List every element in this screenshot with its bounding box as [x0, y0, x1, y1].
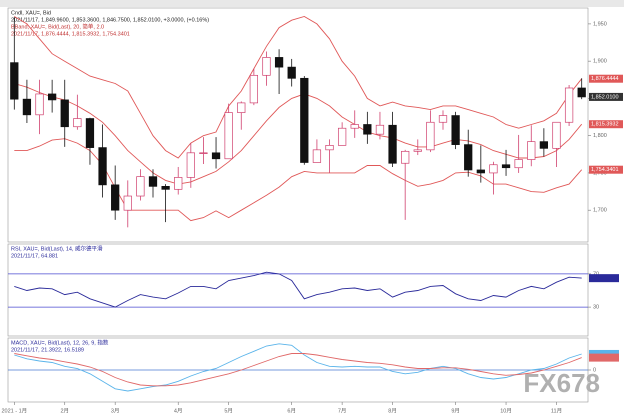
y-tick-label: 0: [593, 367, 596, 373]
series-line: [14, 83, 583, 185]
candle-body: [98, 147, 107, 186]
candle-body: [60, 99, 69, 128]
candle-body: [249, 74, 259, 104]
value-box: [589, 165, 623, 174]
candle-body: [413, 149, 422, 152]
candle-body: [10, 62, 19, 100]
series-line: [14, 138, 583, 222]
x-tick-label: 2月: [60, 407, 69, 414]
series-line: [14, 343, 582, 392]
candle-body: [186, 152, 195, 178]
candle-body: [73, 118, 82, 128]
candle-body: [136, 176, 145, 197]
value-box: [589, 74, 623, 83]
value-box: [589, 353, 619, 362]
panel-frame: [7, 7, 589, 243]
x-tick-label: 11月: [551, 407, 562, 414]
candle-body: [489, 164, 498, 174]
candle-body: [111, 184, 120, 211]
x-tick-label: 2021 - 1月: [1, 407, 27, 414]
candle-body: [350, 124, 359, 129]
candle-body: [85, 118, 95, 148]
candle-body: [401, 150, 410, 164]
series-line: [14, 16, 583, 159]
candle-body: [464, 144, 473, 171]
candle-body: [312, 149, 322, 163]
candle-body: [527, 141, 536, 160]
value-box-label: 1,754.3401: [591, 167, 619, 173]
candle-body: [211, 152, 221, 160]
candle-body: [388, 124, 397, 164]
series-line: [14, 271, 582, 308]
candle-body: [501, 164, 511, 169]
candle-body: [451, 115, 460, 145]
candle-body: [325, 145, 334, 151]
panel-frame: [7, 243, 589, 337]
value-box: [589, 120, 623, 129]
y-tick-label: 1,900: [593, 59, 607, 65]
value-box: [589, 274, 619, 283]
candle-body: [274, 57, 284, 68]
panel-header: RSI, XAU=, Bid(Last), 14, 威尔德平滑: [11, 244, 103, 252]
candle-body: [237, 102, 246, 113]
value-box-label: 1,852.0100: [591, 94, 619, 100]
y-tick-label: 1,950: [593, 21, 607, 27]
candle-body: [174, 177, 183, 190]
x-tick-label: 10月: [500, 407, 512, 414]
panel-header: Cndl, XAU=, Bid: [11, 10, 51, 16]
panel-header: MACD, XAU=, Bid(Last), 12, 26, 9, 指数: [11, 338, 109, 346]
candle-body: [199, 152, 208, 154]
candle-body: [161, 185, 170, 190]
candle-body: [476, 169, 485, 174]
x-tick-label: 6月: [287, 407, 296, 414]
candle-body: [123, 195, 132, 211]
candle-body: [287, 66, 296, 79]
candle-body: [363, 124, 372, 135]
x-tick-label: 4月: [174, 407, 183, 414]
candle-body: [22, 98, 32, 116]
candle-body: [47, 93, 57, 101]
panel-header: 2021/11/17, 1,849.9600, 1,853.3600, 1,84…: [11, 17, 209, 23]
candle-body: [262, 57, 271, 76]
x-tick-label: 5月: [224, 407, 233, 414]
candle-body: [375, 124, 385, 135]
value-box: [589, 92, 623, 101]
candle-body: [438, 115, 448, 123]
panel-header: BBand, XAU=, Bid(Last), 20, 简单, 2.0: [11, 22, 104, 30]
panel-header: 2021/11/17, 1,876.4444, 1,815.3932, 1,75…: [11, 31, 130, 37]
candle-body: [426, 121, 435, 151]
y-tick-label: 1,800: [593, 133, 607, 139]
x-tick-label: 8月: [388, 407, 397, 414]
candle-body: [552, 121, 561, 149]
watermark: FX678: [523, 368, 600, 398]
panel-header: 2021/11/17, 64.881: [11, 253, 58, 259]
candle-body: [35, 93, 44, 116]
candle-body: [539, 141, 549, 149]
series-line: [14, 353, 582, 387]
candle-body: [577, 87, 586, 98]
top-bar: [0, 0, 624, 7]
candle-body: [564, 87, 574, 123]
panel-header: 2021/11/17, 21.3922, 16.5189: [11, 347, 84, 353]
candle-body: [148, 176, 158, 187]
candle-body: [337, 127, 347, 146]
candle-body: [300, 77, 309, 163]
y-tick-label: 1,700: [593, 208, 607, 214]
y-tick-label: 30: [593, 305, 599, 311]
value-box-label: 1,815.3932: [591, 122, 619, 128]
x-tick-label: 3月: [111, 407, 120, 414]
candle-body: [224, 112, 233, 160]
x-tick-label: 7月: [338, 407, 347, 414]
x-tick-label: 9月: [451, 407, 460, 414]
candle-body: [514, 159, 523, 169]
value-box-label: 1,876.4444: [591, 76, 619, 82]
